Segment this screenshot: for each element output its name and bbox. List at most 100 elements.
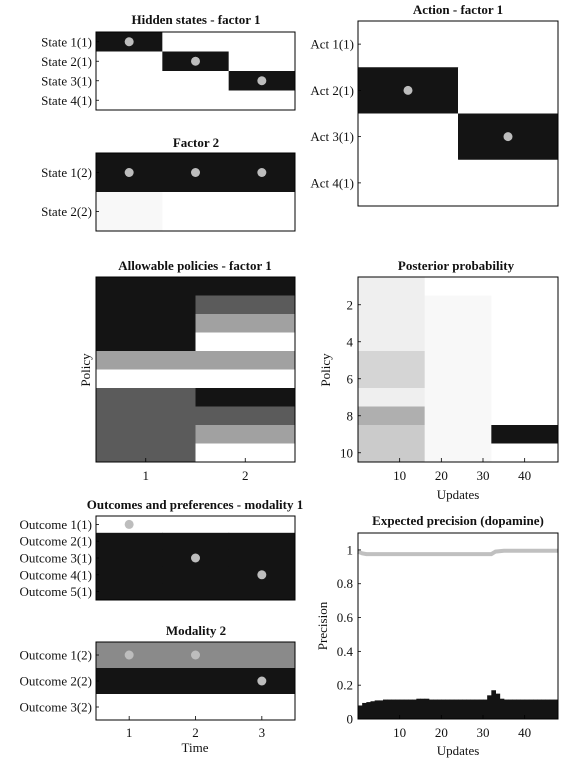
precision-bar xyxy=(503,699,509,720)
heatmap-cell xyxy=(458,159,559,207)
precision-bar xyxy=(528,699,534,720)
row-label: Outcome 1(1) xyxy=(19,517,92,532)
panel-title: Allowable policies - factor 1 xyxy=(118,258,272,273)
x-tick-label: 20 xyxy=(435,725,448,740)
state-marker xyxy=(257,570,267,580)
policy-cell xyxy=(195,443,296,463)
panel-title: Outcomes and preferences - modality 1 xyxy=(87,497,304,512)
modality2-panel: Modality 2 Outcome 1(2) Outcome 2(2) Outco… xyxy=(19,623,296,755)
precision-bar xyxy=(420,698,426,720)
policy-cell xyxy=(96,425,196,444)
precision-bar xyxy=(408,699,413,720)
posterior-cell xyxy=(491,295,559,315)
precision-bar xyxy=(387,699,392,720)
state-marker xyxy=(191,168,200,177)
panel-title: Posterior probability xyxy=(398,258,515,273)
panel-title: Hidden states - factor 1 xyxy=(131,12,260,27)
policy-cell xyxy=(195,314,296,333)
state-marker xyxy=(257,76,267,86)
heatmap-cell xyxy=(96,566,163,584)
posterior-cell xyxy=(358,388,426,407)
y-tick-label: 4 xyxy=(347,334,354,349)
y-axis-label: Precision xyxy=(315,601,330,650)
heatmap-cell xyxy=(228,192,296,232)
heatmap-cell xyxy=(162,90,230,111)
precision-bar xyxy=(462,699,467,720)
precision-bar xyxy=(553,699,559,720)
state-marker xyxy=(191,650,200,660)
y-tick-label: 6 xyxy=(347,371,354,386)
row-label: State 2(2) xyxy=(41,204,92,219)
heatmap-cell xyxy=(458,21,559,68)
posterior-cell xyxy=(491,332,559,352)
precision-bar xyxy=(470,699,476,720)
precision-bar xyxy=(358,705,363,720)
posterior-cell xyxy=(358,351,426,370)
heatmap-cell xyxy=(96,532,163,551)
row-label: Outcome 2(2) xyxy=(19,674,92,689)
precision-bar xyxy=(445,699,451,720)
posterior-probability-panel: Posterior probability Policy Updates 10 2… xyxy=(318,258,559,502)
policy-cell xyxy=(195,332,296,352)
posterior-cell xyxy=(424,295,492,315)
precision-bar xyxy=(537,699,542,720)
state-marker xyxy=(191,56,200,66)
posterior-cell xyxy=(491,314,559,333)
policy-cell xyxy=(96,388,196,407)
outcomes-modality1-panel: Outcomes and preferences - modality 1 Ou… xyxy=(19,497,303,601)
posterior-cell xyxy=(424,369,492,389)
posterior-cell xyxy=(358,332,426,352)
allowable-policies-panel: Allowable policies - factor 1 Policy 1 2 xyxy=(78,258,296,483)
policy-cell xyxy=(96,369,196,389)
policy-cell xyxy=(195,295,296,315)
posterior-cell xyxy=(424,277,492,296)
posterior-cell xyxy=(424,314,492,333)
state-marker xyxy=(191,553,200,563)
precision-bar xyxy=(524,699,530,720)
heatmap-cell xyxy=(228,90,296,111)
precision-bar xyxy=(437,699,442,720)
precision-bar xyxy=(412,699,417,720)
precision-bar xyxy=(362,702,367,720)
posterior-cell xyxy=(491,277,559,296)
panel-frame xyxy=(357,276,559,463)
heatmap-cell xyxy=(162,32,230,52)
posterior-cell xyxy=(491,388,559,407)
precision-bar xyxy=(399,699,405,720)
y-tick-label: 2 xyxy=(347,297,354,312)
action-factor1-panel: Action - factor 1 Act 1(1) Act 2(1) Act 3(… xyxy=(310,2,559,207)
precision-bar xyxy=(458,699,463,720)
state-marker xyxy=(257,676,267,686)
posterior-cell xyxy=(491,351,559,370)
heatmap-cell xyxy=(228,532,296,551)
posterior-cell xyxy=(424,332,492,352)
policy-cell xyxy=(96,406,196,426)
x-tick-label: 20 xyxy=(435,468,448,483)
precision-bar xyxy=(491,690,496,720)
precision-bar xyxy=(549,699,555,720)
policy-cell xyxy=(96,277,196,296)
precision-bar xyxy=(474,699,480,720)
panel-title: Modality 2 xyxy=(166,623,226,638)
policy-cell xyxy=(195,406,296,426)
state-marker xyxy=(124,168,134,177)
heatmap-cell xyxy=(96,71,163,91)
posterior-cell xyxy=(424,351,492,370)
precision-bar xyxy=(516,699,521,720)
state-marker xyxy=(124,519,134,529)
row-label: Outcome 3(2) xyxy=(19,700,92,715)
x-axis-label: Updates xyxy=(437,743,480,758)
panel-title: Expected precision (dopamine) xyxy=(372,513,544,528)
row-label: Act 2(1) xyxy=(310,83,354,98)
row-label: State 4(1) xyxy=(41,93,92,108)
factor2-panel: Factor 2 State 1(2) State 2(2) xyxy=(41,135,296,232)
row-label: Outcome 1(2) xyxy=(19,648,92,663)
precision-bar xyxy=(499,698,505,720)
policy-cell xyxy=(195,369,296,389)
x-tick-label: 3 xyxy=(259,725,266,740)
state-marker xyxy=(257,168,267,177)
precision-bar xyxy=(433,699,438,720)
row-label: State 3(1) xyxy=(41,73,92,88)
posterior-cell xyxy=(358,277,426,296)
x-axis-label: Time xyxy=(182,740,209,755)
